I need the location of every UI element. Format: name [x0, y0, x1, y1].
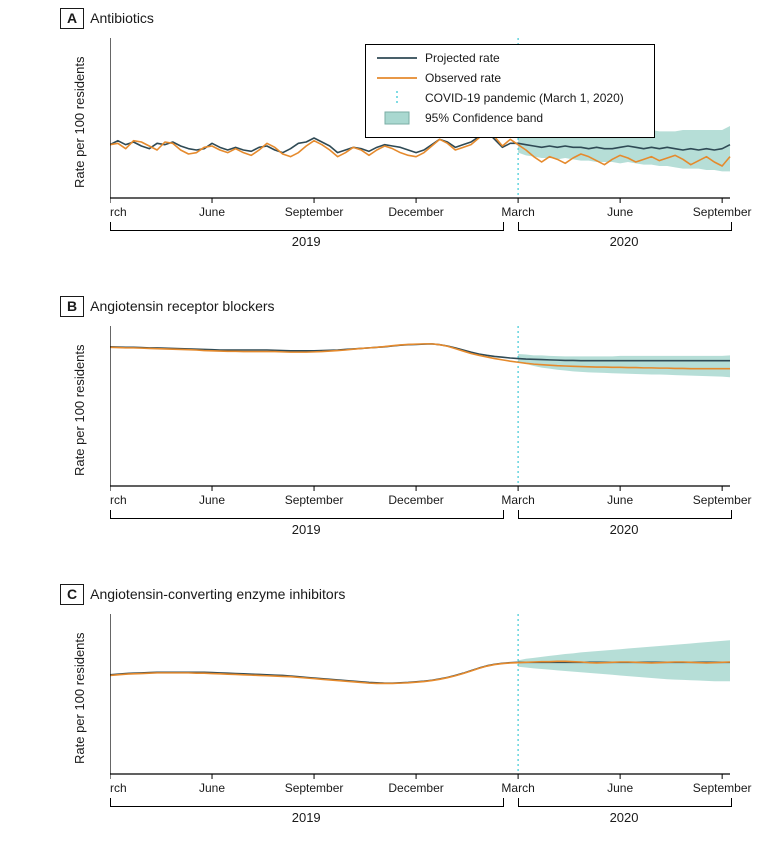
year-label: 2019 — [110, 810, 502, 825]
svg-text:June: June — [607, 493, 633, 507]
svg-text:June: June — [607, 781, 633, 795]
panel-label: A Antibiotics — [60, 8, 154, 29]
svg-text:September: September — [693, 205, 752, 219]
panel-c: C Angiotensin-converting enzyme inhibitor… — [0, 584, 780, 864]
svg-text:September: September — [693, 781, 752, 795]
chart-area: 567891011MarchJuneSeptemberDecemberMarch… — [110, 326, 770, 541]
panel-label: B Angiotensin receptor blockers — [60, 296, 275, 317]
svg-text:March: March — [501, 781, 534, 795]
y-axis-label: Rate per 100 residents — [72, 632, 87, 764]
svg-text:March: March — [501, 493, 534, 507]
svg-text:June: June — [199, 781, 225, 795]
svg-text:June: June — [607, 205, 633, 219]
svg-text:June: June — [199, 205, 225, 219]
svg-text:September: September — [285, 781, 344, 795]
legend-item-label: 95% Confidence band — [425, 111, 543, 125]
legend-item-label: COVID-19 pandemic (March 1, 2020) — [425, 91, 624, 105]
panel-b: B Angiotensin receptor blockers Rate per 1… — [0, 296, 780, 576]
year-bracket — [518, 798, 732, 807]
svg-text:September: September — [285, 493, 344, 507]
year-bracket — [110, 510, 504, 519]
year-label: 2019 — [110, 522, 502, 537]
panel-letter: C — [60, 584, 84, 605]
svg-text:March: March — [110, 781, 127, 795]
svg-text:December: December — [388, 493, 443, 507]
year-label: 2020 — [518, 810, 730, 825]
chart-area: 171819202122MarchJuneSeptemberDecemberMa… — [110, 614, 770, 829]
svg-text:March: March — [110, 205, 127, 219]
y-axis-label: Rate per 100 residents — [72, 344, 87, 476]
svg-text:September: September — [693, 493, 752, 507]
chart-svg: 171819202122MarchJuneSeptemberDecemberMa… — [110, 614, 770, 824]
legend-item-label: Observed rate — [425, 71, 501, 85]
year-bracket — [110, 798, 504, 807]
confidence-band — [518, 640, 730, 681]
panel-letter: A — [60, 8, 84, 29]
year-bracket — [110, 222, 504, 231]
panel-title: Antibiotics — [90, 10, 154, 26]
year-bracket — [518, 222, 732, 231]
year-label: 2020 — [518, 522, 730, 537]
svg-text:September: September — [285, 205, 344, 219]
svg-text:June: June — [199, 493, 225, 507]
chart-svg: 567891011MarchJuneSeptemberDecemberMarch… — [110, 326, 770, 536]
y-axis-label: Rate per 100 residents — [72, 56, 87, 188]
year-label: 2020 — [518, 234, 730, 249]
panel-title: Angiotensin-converting enzyme inhibitors — [90, 586, 345, 602]
svg-text:March: March — [501, 205, 534, 219]
figure-root: AAntibioticsRate per 100 residents567891… — [0, 0, 780, 863]
panel-letter: B — [60, 296, 84, 317]
svg-text:March: March — [110, 493, 127, 507]
svg-text:December: December — [388, 205, 443, 219]
panel-label: C Angiotensin-converting enzyme inhibitor… — [60, 584, 345, 605]
legend: Projected rate Observed rate COVID-19 pand… — [365, 44, 655, 143]
svg-text:December: December — [388, 781, 443, 795]
year-bracket — [518, 510, 732, 519]
panel-title: Angiotensin receptor blockers — [90, 298, 274, 314]
legend-item-label: Projected rate — [425, 51, 500, 65]
year-label: 2019 — [110, 234, 502, 249]
